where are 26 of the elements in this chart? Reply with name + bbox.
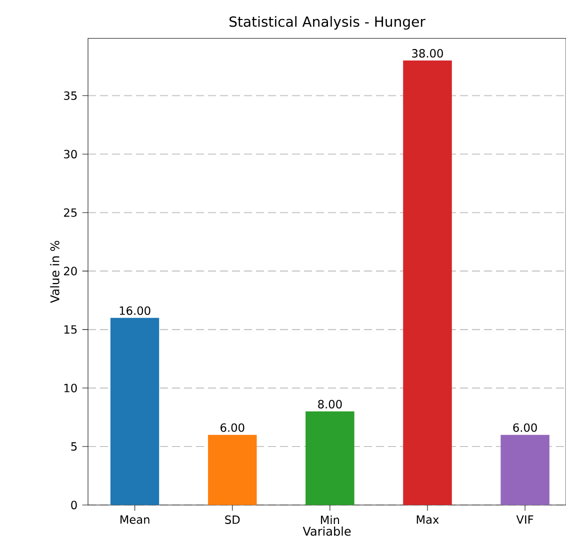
y-axis-title: Value in % (50, 240, 60, 304)
y-tick-label: 20 (64, 266, 77, 276)
x-tick-label: SD (225, 515, 240, 524)
y-tick-label: 15 (64, 325, 77, 334)
x-tick-label: Mean (120, 515, 150, 524)
data-label: 6.00 (513, 423, 537, 432)
x-tick-label: Max (416, 515, 439, 524)
x-tick-label: Min (320, 515, 340, 524)
bar (306, 411, 354, 505)
bar (208, 434, 257, 505)
y-tick-label: 5 (71, 442, 77, 451)
data-label: 8.00 (318, 400, 342, 409)
data-label: 16.00 (120, 306, 150, 315)
bar (110, 318, 160, 505)
y-tick-label: 25 (64, 208, 77, 217)
x-tick-label: VIF (516, 515, 534, 524)
y-tick-label: 0 (71, 500, 77, 510)
data-label: 6.00 (220, 423, 244, 432)
x-axis-title: Variable (302, 526, 351, 536)
y-tick-label: 35 (64, 91, 77, 100)
y-tick-label: 30 (64, 150, 77, 158)
bar (500, 434, 550, 505)
data-label: 38.00 (412, 49, 443, 58)
bar (403, 60, 452, 505)
chart-title: Statistical Analysis - Hunger (230, 16, 426, 30)
y-tick-label: 10 (64, 384, 77, 392)
